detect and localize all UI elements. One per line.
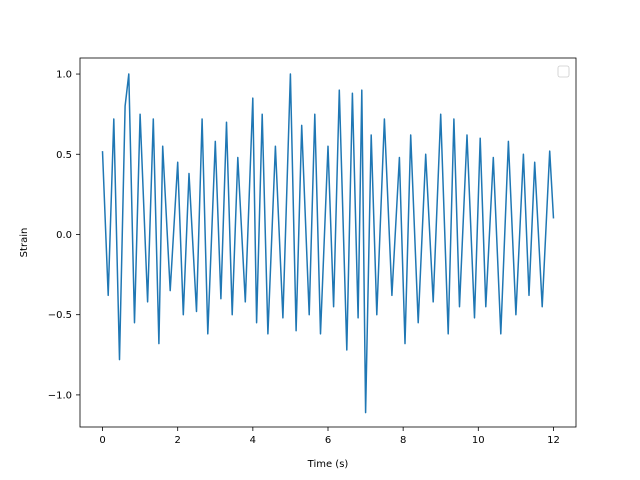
- strain-series-line: [101, 73, 555, 414]
- y-tick-label: −0.5: [48, 310, 72, 321]
- x-tick-label: 4: [250, 435, 256, 446]
- x-tick-label: 2: [175, 435, 181, 446]
- x-tick-label: 8: [400, 435, 406, 446]
- y-axis-label: Strain: [19, 228, 30, 258]
- x-axis-label: Time (s): [307, 459, 349, 470]
- y-tick-label: 0.5: [56, 150, 72, 161]
- x-tick-label: 6: [325, 435, 331, 446]
- y-tick-label: −1.0: [48, 390, 72, 401]
- x-tick-label: 10: [472, 435, 485, 446]
- plot-area: [101, 73, 555, 414]
- y-tick-label: 1.0: [56, 70, 72, 81]
- legend-box: [557, 65, 570, 78]
- x-tick-label: 12: [547, 435, 560, 446]
- x-tick-label: 0: [99, 435, 105, 446]
- y-axis-ticks: −1.0 −0.5 0.0 0.5 1.0: [48, 70, 80, 401]
- y-tick-label: 0.0: [56, 230, 72, 241]
- x-axis-ticks: 0 2 4 6 8 10 12: [99, 427, 560, 446]
